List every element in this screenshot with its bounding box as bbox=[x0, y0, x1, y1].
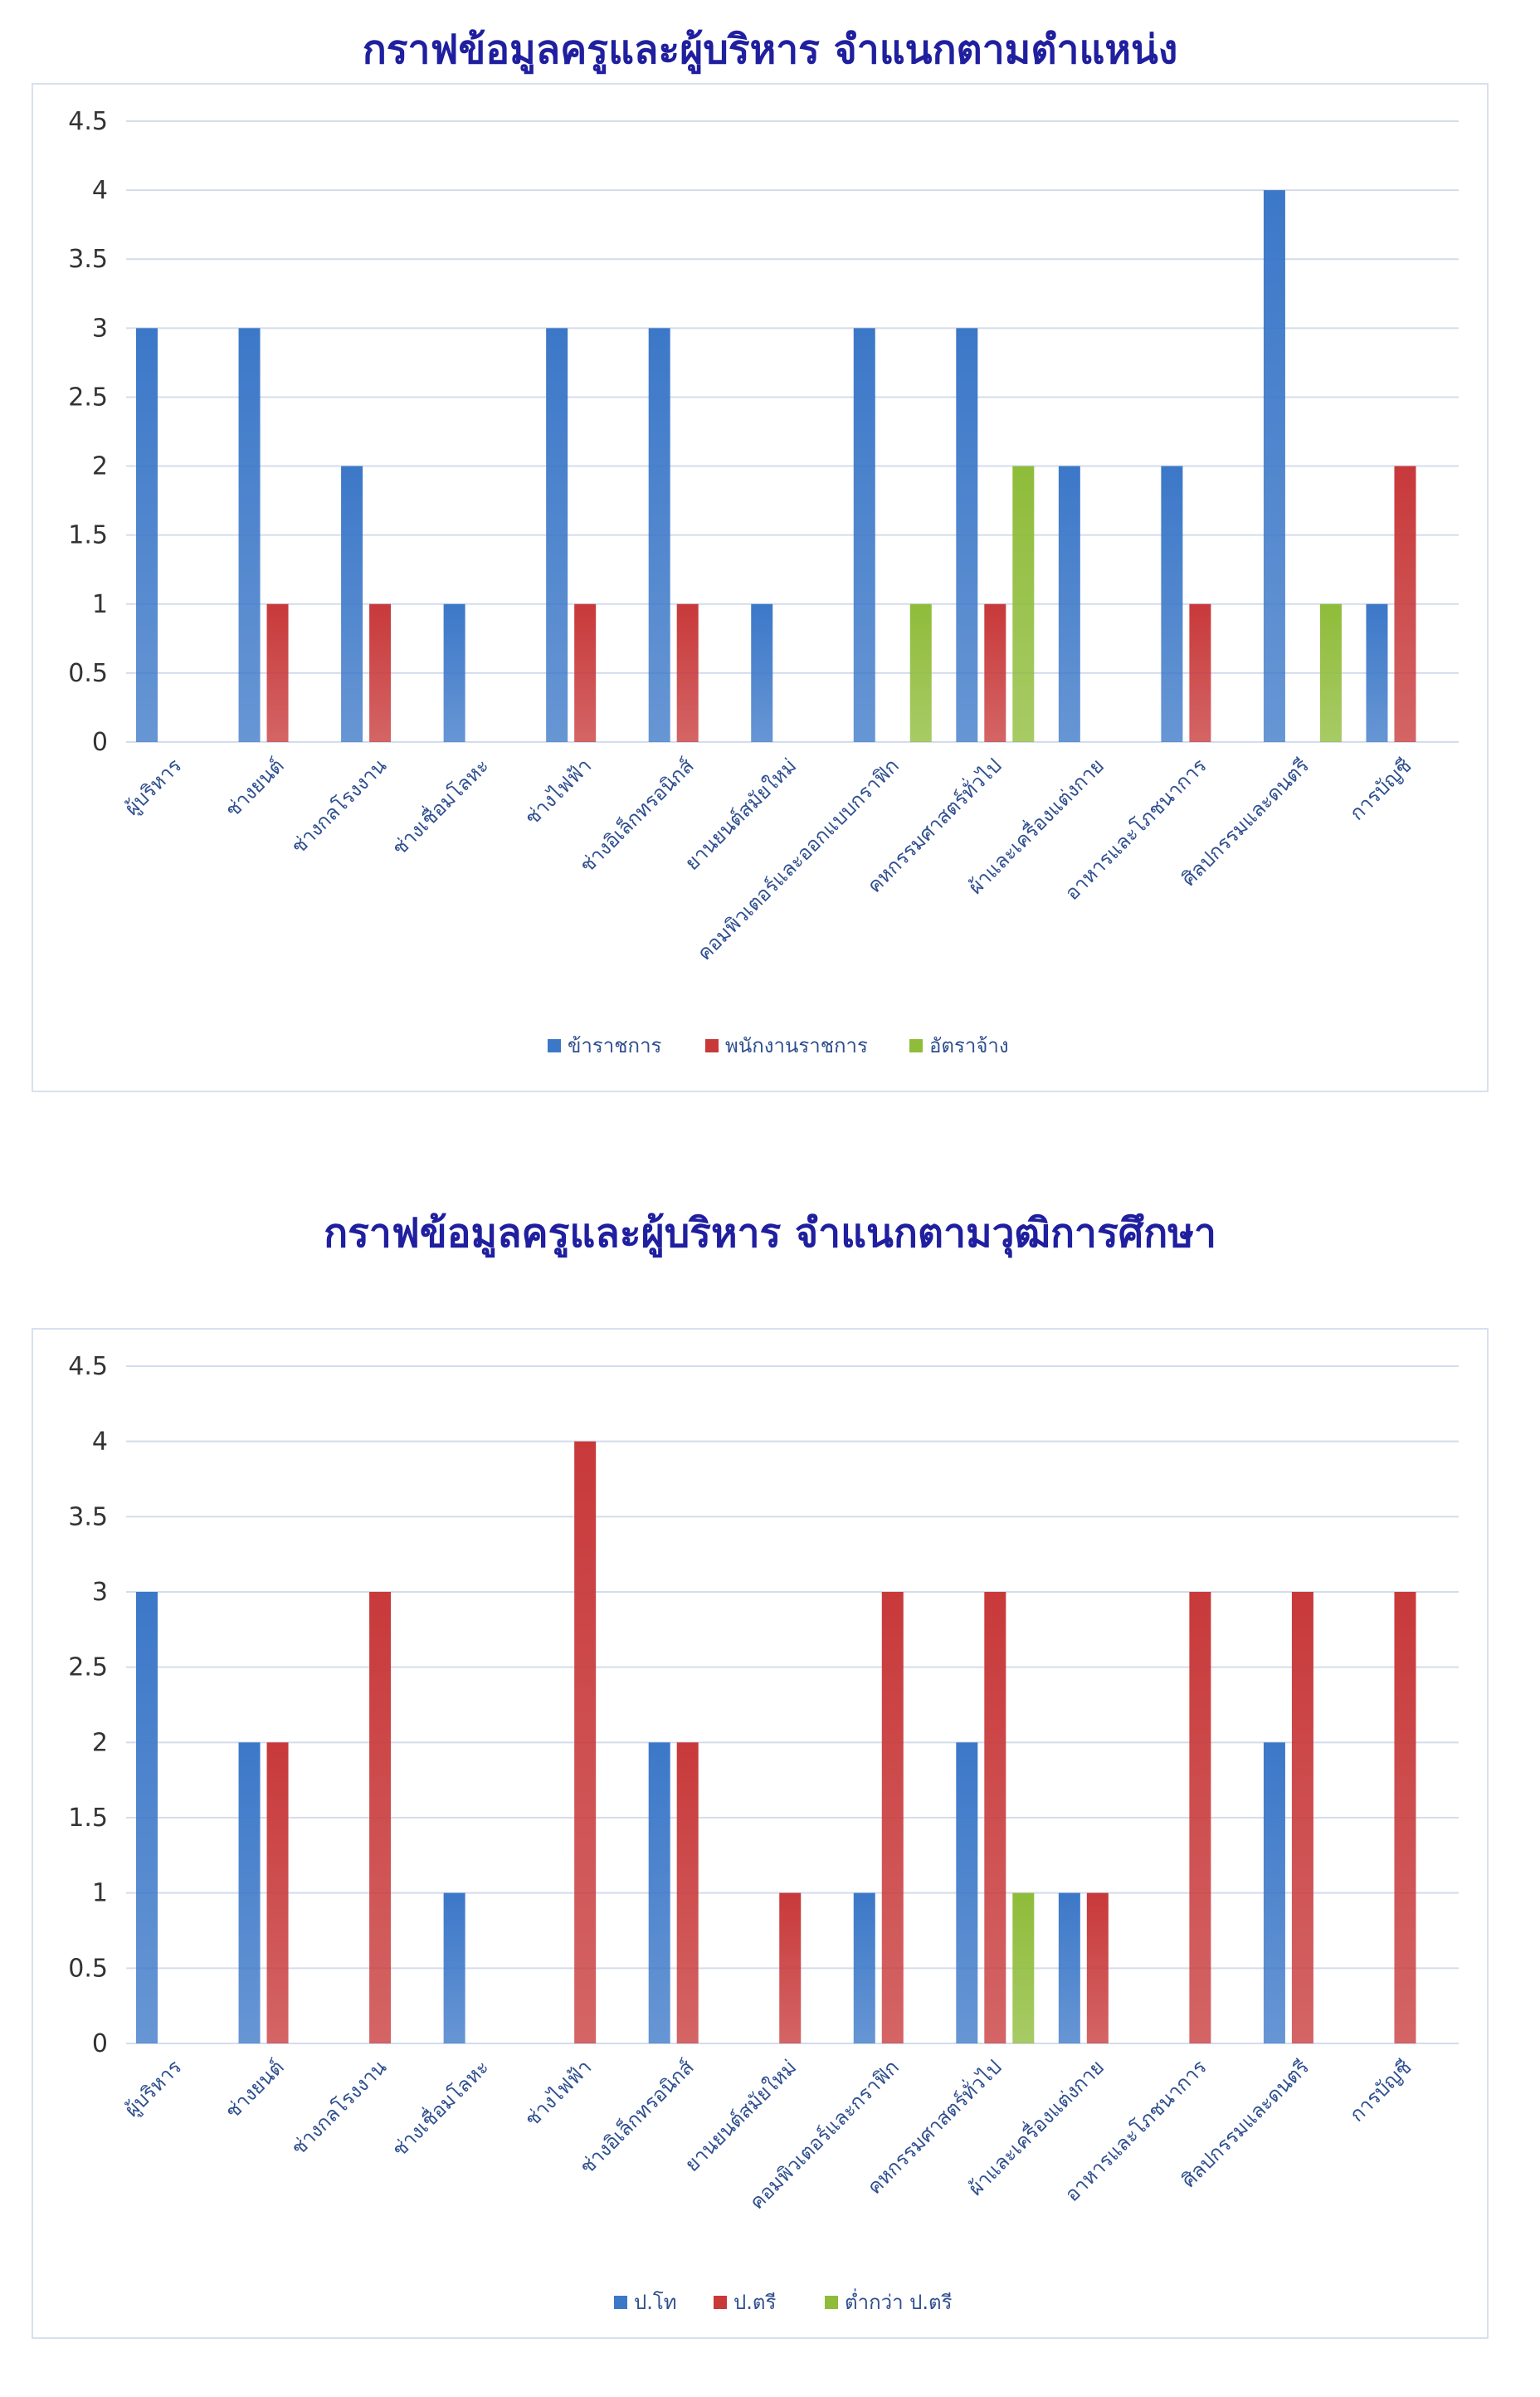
education-chart-bar bbox=[1058, 1892, 1080, 2043]
position-chart-bar bbox=[238, 328, 261, 742]
position-chart-bar bbox=[648, 328, 670, 742]
position-chart-category-label: ยานยนต์สมัยใหม่ bbox=[680, 754, 802, 875]
position-chart-bar bbox=[984, 603, 1006, 742]
position-chart-y-tick-label: 3.5 bbox=[68, 245, 108, 274]
education-chart-bar bbox=[1291, 1592, 1313, 2043]
education-chart-y-tick-label: 4 bbox=[92, 1428, 108, 1457]
position-chart-category-label: การบัญชี bbox=[1345, 754, 1416, 824]
education-chart-legend-label: ป.โท bbox=[634, 2291, 677, 2314]
position-chart-y-tick-label: 0 bbox=[92, 728, 108, 757]
education-chart-category-label: การบัญชี bbox=[1345, 2055, 1416, 2126]
chart-title-position: กราฟข้อมูลครูและผู้บริหาร จำแนกตามตำแหน่… bbox=[362, 27, 1178, 73]
position-chart-bar bbox=[751, 603, 773, 742]
position-chart-y-tick-label: 4.5 bbox=[68, 107, 108, 136]
education-chart-y-tick-label: 4.5 bbox=[68, 1352, 108, 1381]
position-chart-bar bbox=[1394, 466, 1416, 742]
position-chart-bar bbox=[443, 603, 465, 742]
education-chart-y-tick-label: 3.5 bbox=[68, 1502, 108, 1531]
education-chart-bar bbox=[266, 1742, 289, 2043]
position-chart-bar bbox=[1366, 603, 1388, 742]
education-chart-bar bbox=[136, 1592, 158, 2043]
position-chart-legend-swatch bbox=[548, 1039, 561, 1052]
education-chart-y-tick-label: 1 bbox=[92, 1879, 108, 1908]
position-chart-bar bbox=[1058, 466, 1080, 742]
education-chart-bar bbox=[443, 1892, 465, 2043]
position-chart-bar bbox=[1161, 466, 1183, 742]
education-chart-bar bbox=[676, 1742, 699, 2043]
education-chart-bar bbox=[1012, 1892, 1035, 2043]
position-chart-bar bbox=[341, 466, 363, 742]
education-chart-legend-label: ป.ตรี bbox=[733, 2291, 776, 2314]
education-chart-bar bbox=[1189, 1592, 1211, 2043]
education-chart-legend-swatch bbox=[614, 2296, 627, 2309]
position-chart-bar bbox=[1263, 190, 1285, 743]
education-chart-legend-label: ต่ำกว่า ป.ตรี bbox=[845, 2288, 953, 2314]
education-chart-y-tick-label: 0.5 bbox=[68, 1954, 108, 1983]
position-chart-category-label: ช่างยนต์ bbox=[221, 754, 289, 822]
position-chart-bar bbox=[136, 328, 158, 742]
position-chart-bar bbox=[956, 328, 978, 742]
education-chart-category-label: ช่างเชื่อมโลหะ bbox=[386, 2053, 494, 2161]
chart-education-svg: 00.511.522.533.544.5ผู้บริหาร ช่างยนต์ช่า… bbox=[68, 1352, 1459, 2314]
position-chart-bar bbox=[1319, 603, 1342, 742]
education-chart-bar bbox=[881, 1592, 904, 2043]
position-chart-legend-label: ข้าราชการ bbox=[568, 1034, 662, 1057]
education-chart-y-tick-label: 1.5 bbox=[68, 1804, 108, 1833]
education-chart-category-label: ช่างยนต์ bbox=[221, 2055, 289, 2123]
position-chart-y-tick-label: 2.5 bbox=[68, 383, 108, 412]
position-chart-legend-label: อัตราจ้าง bbox=[929, 1034, 1009, 1057]
position-chart-bar bbox=[369, 603, 392, 742]
position-chart-bar bbox=[1012, 466, 1035, 742]
education-chart-bar bbox=[1263, 1742, 1285, 2043]
education-chart-bar bbox=[648, 1742, 670, 2043]
position-chart-legend-label: พนักงานราชการ bbox=[725, 1034, 868, 1057]
position-chart-legend-swatch bbox=[705, 1039, 719, 1052]
education-chart-bar bbox=[1394, 1592, 1416, 2043]
position-chart-y-tick-label: 3 bbox=[92, 314, 108, 343]
education-chart-category-label: ช่างไฟฟ้า bbox=[520, 2055, 596, 2131]
education-chart-category-label: ยานยนต์สมัยใหม่ bbox=[680, 2055, 802, 2176]
position-chart-category-label: ผู้บริหาร bbox=[120, 754, 187, 820]
education-chart-bar bbox=[238, 1742, 261, 2043]
education-chart-bar bbox=[956, 1742, 978, 2043]
education-chart-y-tick-label: 0 bbox=[92, 2029, 108, 2058]
education-chart-legend-swatch bbox=[825, 2296, 838, 2309]
position-chart-y-tick-label: 1.5 bbox=[68, 521, 108, 550]
position-chart-bar bbox=[1189, 603, 1211, 742]
chart-position-svg: 00.511.522.533.544.5ผู้บริหาร ช่างยนต์ช่า… bbox=[68, 107, 1459, 1057]
position-chart-y-tick-label: 0.5 bbox=[68, 659, 108, 688]
chart-education-frame: 0 0.5 1 1.5 2 2.5 3 3.5 4 4.5 ผู้บริหาร ช่างยนต์ ช่า… bbox=[32, 1328, 1489, 2339]
position-chart-y-tick-label: 4 bbox=[92, 176, 108, 205]
education-chart-bar bbox=[853, 1892, 875, 2043]
education-chart-bar bbox=[984, 1592, 1006, 2043]
position-chart-legend-swatch bbox=[909, 1039, 923, 1052]
education-chart-bar bbox=[574, 1441, 597, 2043]
education-chart-y-tick-label: 2 bbox=[92, 1728, 108, 1757]
chart-title-education: กราฟข้อมูลครูและผู้บริหาร จำแนกตามวุฒิกา… bbox=[324, 1210, 1216, 1257]
education-chart-category-label: ช่างกลโรงงาน bbox=[287, 2055, 392, 2160]
position-chart-bar bbox=[266, 603, 289, 742]
position-chart-bar bbox=[909, 603, 932, 742]
education-chart-bar bbox=[779, 1892, 802, 2043]
position-chart-y-tick-label: 1 bbox=[92, 590, 108, 619]
position-chart-category-label: ช่างกลโรงงาน bbox=[287, 754, 392, 858]
position-chart-category-label: ช่างไฟฟ้า bbox=[520, 754, 596, 829]
position-chart-bar bbox=[574, 603, 597, 742]
position-chart-category-label: ช่างเชื่อมโลหะ bbox=[386, 752, 494, 860]
position-chart-bar bbox=[546, 328, 568, 742]
position-chart-y-tick-label: 2 bbox=[92, 452, 108, 481]
education-chart-y-tick-label: 2.5 bbox=[68, 1653, 108, 1682]
education-chart-bar bbox=[1086, 1892, 1109, 2043]
chart-position-frame: 0 0.5 1 1.5 2 2.5 3 3.5 4 4.5 ผู้บริหาร ช่างยนต์ ช่า… bbox=[32, 83, 1489, 1092]
position-chart-bar bbox=[676, 603, 699, 742]
position-chart-category-label: คอมพิวเตอร์และออกแบบกราฟิก bbox=[693, 754, 904, 964]
position-chart-bar bbox=[853, 328, 875, 742]
education-chart-category-label: ผู้บริหาร bbox=[120, 2055, 187, 2121]
education-chart-legend-swatch bbox=[714, 2296, 727, 2309]
education-chart-bar bbox=[369, 1592, 392, 2043]
education-chart-y-tick-label: 3 bbox=[92, 1578, 108, 1607]
